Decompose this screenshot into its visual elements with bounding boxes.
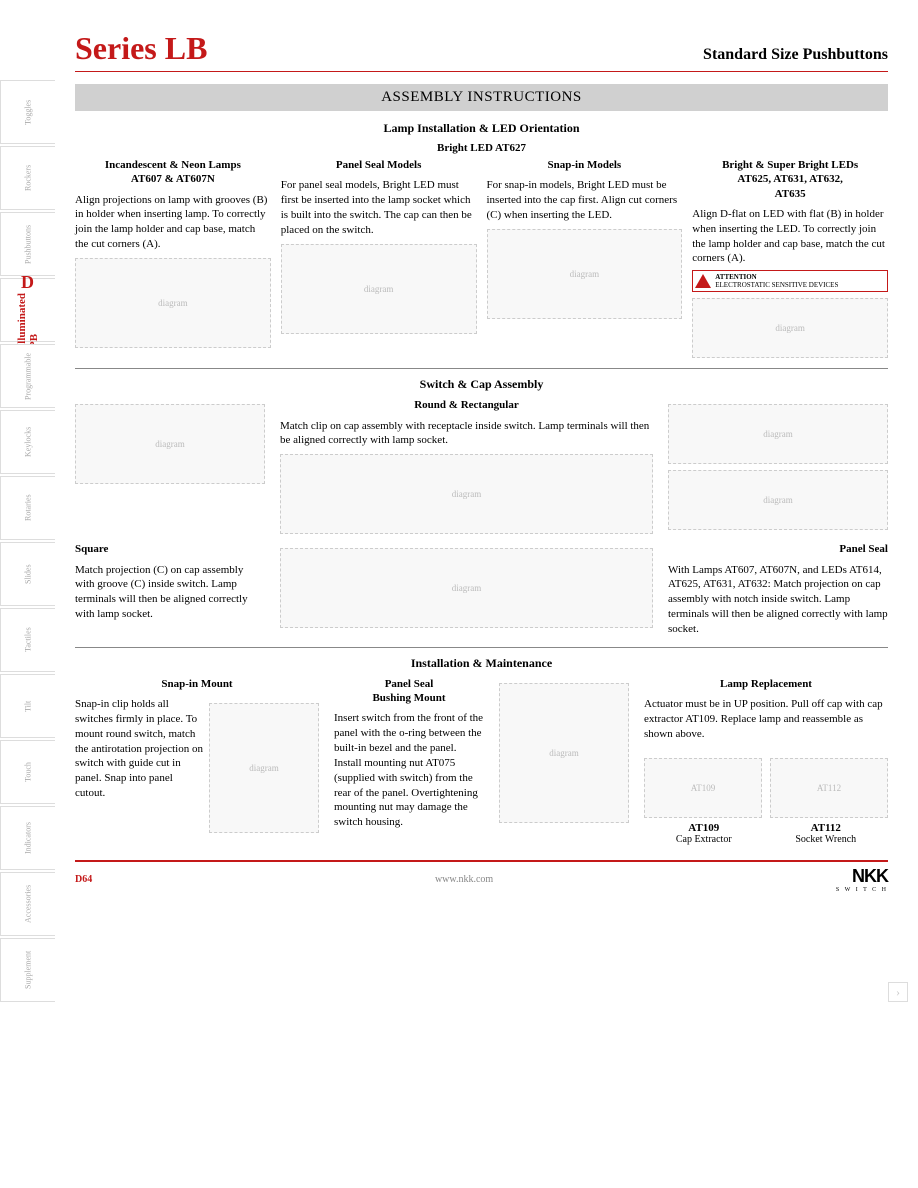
col-lamp-replacement: Lamp Replacement Actuator must be in UP … bbox=[644, 677, 888, 845]
col-bright-super-leds: Bright & Super Bright LEDs AT625, AT631,… bbox=[692, 158, 888, 358]
diagram-round-rect: diagram bbox=[280, 454, 653, 534]
diagram-panel-seal-led: diagram bbox=[281, 244, 477, 334]
tab-tilt[interactable]: Tilt bbox=[0, 674, 55, 738]
section2-heading: Switch & Cap Assembly bbox=[75, 377, 888, 392]
col-snapin-mount: Snap-in Mount Snap-in clip holds all swi… bbox=[75, 677, 319, 845]
col-snapin-models: Snap-in Models For snap-in models, Brigh… bbox=[487, 158, 683, 358]
section3: Snap-in Mount Snap-in clip holds all swi… bbox=[75, 677, 888, 845]
esd-icon bbox=[695, 274, 711, 288]
tab-illuminated-pb[interactable]: Illuminated PB D bbox=[0, 278, 55, 342]
col-panel-seal-models: Panel Seal Models For panel seal models,… bbox=[281, 158, 477, 358]
tab-keylocks[interactable]: Keylocks bbox=[0, 410, 55, 474]
section2: Switch & Cap Assembly diagram Round & Re… bbox=[75, 377, 888, 648]
tab-pushbuttons[interactable]: Pushbuttons bbox=[0, 212, 55, 276]
col-bushing-mount: Panel Seal Bushing Mount Insert switch f… bbox=[334, 677, 484, 845]
diagram-rect-assembly: diagram bbox=[280, 548, 653, 628]
tab-tactiles[interactable]: Tactiles bbox=[0, 608, 55, 672]
section3-heading: Installation & Maintenance bbox=[75, 656, 888, 671]
page-header: Series LB Standard Size Pushbuttons bbox=[75, 30, 888, 72]
tab-accessories[interactable]: Accessories bbox=[0, 872, 55, 936]
diagram-snapin-mount: diagram bbox=[209, 703, 319, 833]
diagram-square-back: diagram bbox=[75, 404, 265, 484]
tab-toggles[interactable]: Toggles bbox=[0, 80, 55, 144]
col-incandescent: Incandescent & Neon Lamps AT607 & AT607N… bbox=[75, 158, 271, 358]
page-number: D64 bbox=[75, 874, 92, 885]
tab-rockers[interactable]: Rockers bbox=[0, 146, 55, 210]
diagram-cap-extractor: AT109 bbox=[644, 758, 762, 818]
diagram-bushing-mount: diagram bbox=[499, 683, 629, 823]
page-corner: › bbox=[868, 972, 908, 1012]
nkk-logo: NKK S W I T C H bbox=[836, 866, 888, 893]
tab-touch[interactable]: Touch bbox=[0, 740, 55, 804]
esd-warning: ATTENTION ELECTROSTATIC SENSITIVE DEVICE… bbox=[692, 270, 888, 292]
section1: Incandescent & Neon Lamps AT607 & AT607N… bbox=[75, 158, 888, 369]
page-footer: D64 www.nkk.com NKK S W I T C H bbox=[75, 860, 888, 893]
next-page-arrow[interactable]: › bbox=[888, 982, 908, 1002]
diagram-bright-leds: diagram bbox=[692, 298, 888, 358]
diagram-panel-seal-top: diagram bbox=[668, 404, 888, 464]
sidebar-tabs: Toggles Rockers Pushbuttons Illuminated … bbox=[0, 30, 55, 1002]
diagram-incandescent: diagram bbox=[75, 258, 271, 348]
tab-indicators[interactable]: Indicators bbox=[0, 806, 55, 870]
tab-supplement[interactable]: Supplement bbox=[0, 938, 55, 1002]
section-title-bar: ASSEMBLY INSTRUCTIONS bbox=[75, 84, 888, 111]
footer-url: www.nkk.com bbox=[435, 874, 493, 885]
tab-programmable[interactable]: Programmable bbox=[0, 344, 55, 408]
section1-heading: Lamp Installation & LED Orientation bbox=[75, 121, 888, 136]
series-title: Series LB bbox=[75, 30, 207, 67]
diagram-snapin-led: diagram bbox=[487, 229, 683, 319]
tab-slides[interactable]: Slides bbox=[0, 542, 55, 606]
diagram-panel-seal-side: diagram bbox=[668, 470, 888, 530]
bright-led-heading: Bright LED AT627 bbox=[75, 142, 888, 154]
tab-rotaries[interactable]: Rotaries bbox=[0, 476, 55, 540]
diagram-socket-wrench: AT112 bbox=[770, 758, 888, 818]
header-subtitle: Standard Size Pushbuttons bbox=[703, 46, 888, 64]
